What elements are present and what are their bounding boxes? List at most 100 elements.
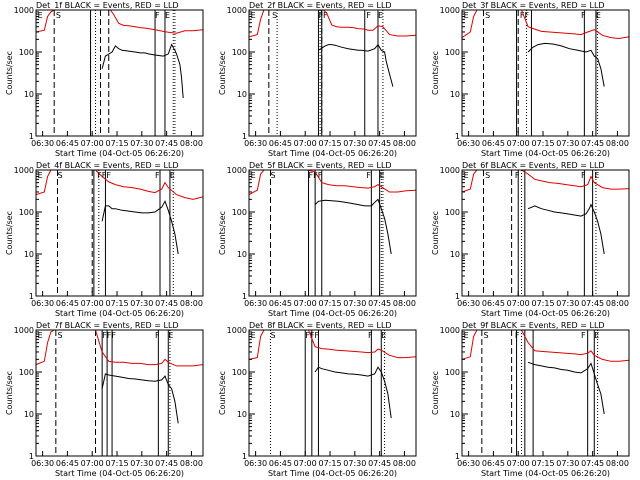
series-black [101, 43, 184, 99]
panel-2: Det_2f BLACK = Events, RED = LLD E S FF F E 1 1… [213, 0, 426, 160]
marker-label: E [464, 331, 469, 340]
x-tick-label: 07:15 [105, 139, 128, 148]
marker-label: E [38, 331, 43, 340]
x-tick-label: 06:30 [457, 459, 480, 468]
marker-label: E [378, 11, 383, 20]
x-tick-label: 07:45 [368, 459, 391, 468]
panel-9: Det_9f BLACK = Events, RED = LLD E S F F E 1 10… [426, 320, 639, 480]
x-tick-label: 06:45 [482, 139, 505, 148]
x-tick-label: 08:00 [393, 459, 416, 468]
plot-frame [461, 9, 630, 137]
marker-label: F [581, 171, 586, 180]
series-black [527, 361, 605, 415]
y-tick-label: 10 [450, 90, 460, 99]
plot-title: Det_7f BLACK = Events, RED = LLD [36, 321, 179, 330]
y-tick-label: 100 [19, 208, 34, 217]
x-axis-label: Start Time (04-Oct-05 06:26:20) [55, 309, 184, 318]
x-tick-label: 07:30 [556, 139, 579, 148]
x-tick-label: 06:45 [56, 459, 79, 468]
marker-label: F [155, 331, 160, 340]
y-axis-label: Counts/sec [218, 211, 227, 255]
plot-frame [461, 169, 630, 297]
y-tick-label: 1000 [440, 166, 460, 175]
x-tick-label: 07:15 [318, 459, 341, 468]
y-tick-label: 10 [24, 410, 34, 419]
marker-label: E [251, 331, 256, 340]
y-tick-label: 1000 [14, 6, 34, 15]
x-tick-label: 07:15 [531, 299, 554, 308]
x-tick-label: 06:30 [31, 299, 54, 308]
y-tick-label: 100 [232, 48, 247, 57]
marker-label: F [515, 171, 520, 180]
series-red [249, 10, 416, 38]
x-tick-label: 07:45 [581, 459, 604, 468]
marker-label: F [155, 171, 160, 180]
x-tick-label: 07:15 [105, 299, 128, 308]
marker-label: E [168, 331, 173, 340]
y-tick-label: 100 [232, 208, 247, 217]
x-tick-label: 08:00 [606, 459, 629, 468]
y-tick-label: 1000 [227, 166, 247, 175]
x-tick-label: 07:45 [155, 459, 178, 468]
y-tick-label: 10 [450, 410, 460, 419]
plot-title: Det_2f BLACK = Events, RED = LLD [249, 1, 392, 10]
x-axis-label: Start Time (04-Oct-05 06:26:20) [268, 469, 397, 478]
x-tick-label: 06:30 [457, 139, 480, 148]
x-tick-label: 07:15 [531, 139, 554, 148]
plot-frame [248, 9, 417, 137]
y-tick-label: 1000 [227, 326, 247, 335]
y-tick-label: 1 [455, 452, 460, 461]
y-tick-label: 1000 [440, 6, 460, 15]
y-tick-label: 1000 [14, 326, 34, 335]
y-tick-label: 1000 [227, 6, 247, 15]
x-axis-label: Start Time (04-Oct-05 06:26:20) [55, 149, 184, 158]
panel-1: Det_1f BLACK = Events, RED = LLD E S F E 1 10 1… [0, 0, 213, 160]
marker-label: E [381, 331, 386, 340]
y-tick-label: 10 [450, 250, 460, 259]
x-axis-label: Start Time (04-Oct-05 06:26:20) [268, 309, 397, 318]
x-tick-label: 07:30 [343, 139, 366, 148]
x-tick-label: 07:30 [556, 459, 579, 468]
x-tick-label: 06:45 [269, 299, 292, 308]
plot-title: Det_9f BLACK = Events, RED = LLD [462, 321, 605, 330]
y-tick-label: 100 [19, 48, 34, 57]
x-tick-label: 06:30 [244, 459, 267, 468]
x-tick-label: 06:30 [31, 139, 54, 148]
plot-frame [35, 9, 204, 137]
x-tick-label: 07:15 [318, 299, 341, 308]
y-axis-label: Counts/sec [5, 211, 14, 255]
x-tick-label: 06:45 [56, 299, 79, 308]
y-tick-label: 1 [29, 292, 34, 301]
x-tick-label: 07:00 [294, 459, 317, 468]
marker-label: E [38, 11, 43, 20]
y-tick-label: 100 [445, 48, 460, 57]
marker-label: E [594, 171, 599, 180]
y-tick-label: 1 [242, 292, 247, 301]
plot-title: Det_1f BLACK = Events, RED = LLD [36, 1, 179, 10]
marker-label: F [581, 11, 586, 20]
y-tick-label: 100 [445, 368, 460, 377]
series-red [249, 170, 416, 196]
series-black [527, 203, 605, 255]
y-tick-label: 100 [445, 208, 460, 217]
x-tick-label: 07:45 [155, 139, 178, 148]
marker-label: F [366, 11, 371, 20]
plot-frame [461, 329, 630, 457]
y-tick-label: 1000 [440, 326, 460, 335]
y-axis-label: Counts/sec [218, 51, 227, 95]
x-tick-label: 07:30 [130, 459, 153, 468]
x-tick-label: 07:15 [531, 459, 554, 468]
y-tick-label: 1 [242, 452, 247, 461]
y-tick-label: 1000 [14, 166, 34, 175]
x-tick-label: 07:00 [81, 459, 104, 468]
marker-label: F [155, 11, 160, 20]
x-tick-label: 06:30 [31, 459, 54, 468]
marker-label: FFF [97, 171, 111, 180]
series-red [462, 330, 629, 362]
marker-label: FF [520, 11, 530, 20]
marker-label: S [483, 331, 488, 340]
panel-3: Det_3f BLACK = Events, RED = LLD E S FF F E 1 1… [426, 0, 639, 160]
